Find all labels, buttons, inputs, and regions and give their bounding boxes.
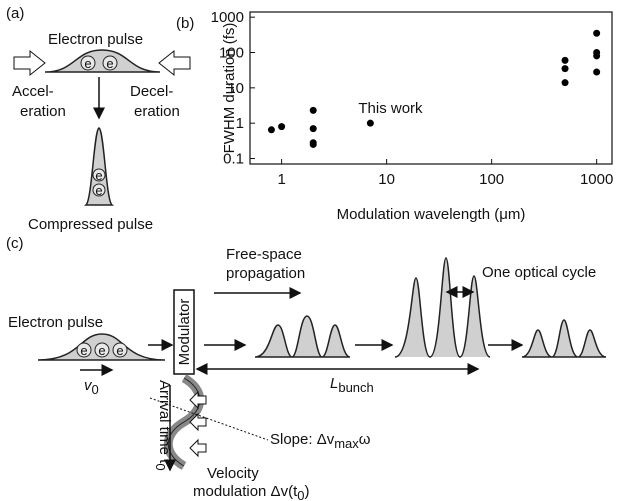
sub: bunch (338, 380, 373, 395)
propagation-label: propagation (226, 265, 305, 282)
arrival-label: Arrival time t0 (153, 380, 173, 471)
force-arrow (14, 51, 45, 75)
y-axis-label: FWHM duration (fs) (221, 23, 238, 154)
force-arrow (159, 51, 190, 75)
modulator-label: Modulator (176, 299, 193, 366)
x-tick-label: 1000 (580, 171, 613, 188)
data-point (593, 69, 600, 76)
electron-symbol: e (98, 343, 105, 358)
data-point (310, 125, 317, 132)
sub: max (334, 436, 359, 451)
velocity-arrow (190, 440, 206, 456)
compressed-train (395, 258, 490, 357)
data-point (310, 107, 317, 114)
propagation-label: Free-space (226, 246, 302, 263)
data-point (562, 57, 569, 64)
annotation: This work (358, 100, 423, 117)
electrons: e e e (77, 343, 127, 358)
panel-label: (c) (6, 235, 24, 252)
x-tick-label: 1 (277, 171, 285, 188)
panel-a: (a) Electron pulse e e Accel- eration De… (6, 5, 190, 233)
electron-symbol: e (95, 168, 102, 183)
data-point (593, 52, 600, 59)
x-tick-label: 10 (378, 171, 395, 188)
x-axis-label: Modulation wavelength (μm) (337, 206, 526, 223)
final-pulse (522, 320, 606, 357)
accel-label: eration (20, 103, 66, 120)
data-point (367, 120, 374, 127)
sym: L (330, 375, 338, 392)
cycle-label: One optical cycle (482, 264, 596, 281)
data-point (562, 65, 569, 72)
pulse-shape (45, 50, 160, 72)
t: Arrival time t (156, 380, 173, 464)
electron-symbol: e (95, 183, 102, 198)
figure: (a) Electron pulse e e Accel- eration De… (0, 0, 618, 501)
x-tick-label: 100 (479, 171, 504, 188)
electron-symbol: e (106, 56, 113, 71)
data-point (310, 141, 317, 148)
t: ) (304, 483, 309, 500)
slope-label: Slope: Δvmaxω (270, 431, 371, 451)
bunched-pulse (255, 316, 350, 357)
pulse-title: Electron pulse (48, 31, 143, 48)
plot-frame (250, 12, 612, 164)
data-point (562, 79, 569, 86)
t: ω (359, 431, 371, 448)
electron-symbol: e (80, 343, 87, 358)
panel-label: (b) (176, 15, 194, 32)
sub: 0 (153, 463, 168, 470)
speed-label: v0 (84, 377, 99, 397)
compressed-label: Compressed pulse (28, 216, 153, 233)
sub: 0 (92, 382, 99, 397)
data-point (593, 30, 600, 37)
electron-symbol: e (84, 56, 91, 71)
bunch-label: Lbunch (330, 375, 374, 395)
pulse-label: Electron pulse (8, 314, 103, 331)
accel-label: Accel- (12, 83, 54, 100)
electron-symbol: e (116, 343, 123, 358)
panel-label: (a) (6, 5, 24, 22)
panel-c: (c) Free-space propagation One optical c… (6, 235, 606, 501)
t: Slope: Δv (270, 431, 335, 448)
velocity-label: Velocity (207, 465, 259, 482)
t: modulation Δv(t (193, 483, 298, 500)
data-point (268, 126, 275, 133)
decel-label: Decel- (130, 83, 173, 100)
decel-label: eration (134, 103, 180, 120)
sub: 0 (297, 488, 304, 501)
data-point (278, 123, 285, 130)
velocity-label: modulation Δv(t0) (193, 483, 309, 501)
